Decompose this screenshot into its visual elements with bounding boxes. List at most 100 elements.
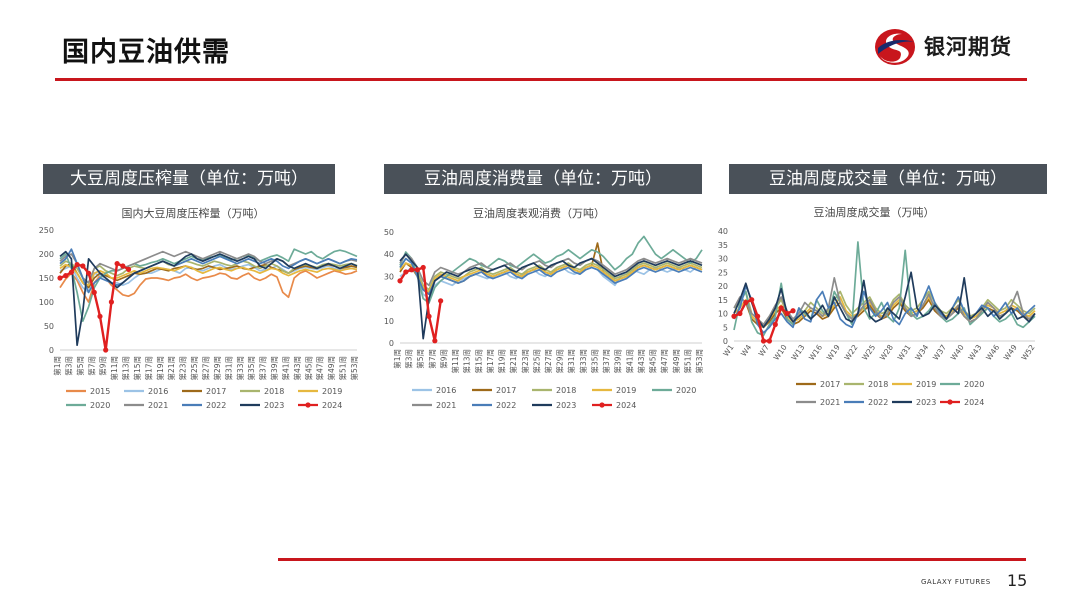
legend-label-2020: 2020 [676,386,696,395]
chart-title-consumption: 豆油周度表观消费（万吨） [473,207,605,220]
x-tick-label: W10 [772,343,789,362]
legend-label-2019: 2019 [616,386,636,395]
legend-label-2022: 2022 [496,401,516,410]
data-point-2024 [731,313,737,319]
x-tick-label: W19 [825,343,842,362]
legend-marker-2024 [947,399,953,405]
data-point-2024 [74,261,80,268]
series-line-2020 [59,248,358,323]
y-tick-label: 10 [718,310,728,319]
y-tick-label: 20 [384,295,394,304]
x-tick-label: 第31周 [566,349,576,374]
legend-label-2020: 2020 [90,401,110,410]
legend-label-2021: 2021 [436,401,456,410]
x-tick-label: 第25周 [189,356,199,381]
x-tick-label: 第11周 [450,349,460,374]
data-point-2024 [772,321,778,328]
legend-label-2023: 2023 [916,398,936,407]
y-tick-label: 50 [44,322,54,331]
x-tick-label: 第21周 [166,356,176,381]
x-tick-label: 第33周 [235,356,245,381]
x-tick-label: 第11周 [109,356,119,381]
logo-text: 银河期货 [924,35,1012,59]
data-point-2024 [432,338,438,344]
data-point-2024 [91,289,97,295]
legend-marker-2024 [305,402,311,408]
legend-label-2018: 2018 [556,386,576,395]
data-point-2024 [790,308,796,314]
x-tick-label: W28 [878,343,895,362]
data-point-2024 [57,275,63,281]
panel-header-consumption: 豆油周度消费量（单位：万吨） [384,164,702,194]
x-tick-label: 第1周 [52,356,62,376]
x-tick-label: W43 [966,343,983,362]
x-tick-label: 第51周 [338,356,348,381]
y-tick-label: 0 [389,339,394,348]
y-tick-label: 100 [39,298,54,307]
x-tick-label: 第13周 [462,349,472,374]
data-point-2024 [80,263,86,269]
x-tick-label: 第23周 [520,349,530,374]
data-point-2024 [409,267,415,273]
legend-label-2018: 2018 [868,380,888,389]
x-tick-label: 第3周 [404,349,414,369]
data-point-2024 [63,273,69,279]
series-line-2022 [733,285,1036,334]
x-tick-label: W25 [860,343,877,362]
company-logo: 银河期货 [872,26,1042,68]
title-divider [55,78,1027,81]
legend-label-2022: 2022 [868,398,888,407]
y-tick-label: 5 [723,323,728,332]
series-line-2022 [399,257,703,296]
legend-label-2017: 2017 [496,386,516,395]
x-tick-label: 第37周 [258,356,268,381]
x-tick-label: W46 [984,343,1001,362]
legend-label-2015: 2015 [90,387,110,396]
chart-title-volume: 豆油周度成交量（万吨） [813,206,935,219]
y-tick-label: 30 [384,272,394,281]
x-tick-label: W7 [757,343,771,358]
x-tick-label: 第43周 [292,356,302,381]
data-point-2024 [766,338,773,344]
data-point-2024 [737,310,743,317]
data-point-2024 [403,269,409,275]
legend-label-2024: 2024 [616,401,636,410]
data-point-2024 [103,347,109,353]
x-tick-label: W49 [1002,343,1019,362]
x-tick-label: W52 [1020,343,1037,362]
x-tick-label: 第19周 [497,349,507,374]
x-tick-label: 第9周 [438,349,448,369]
page-number: 15 [1007,571,1028,590]
legend-label-2023: 2023 [556,401,576,410]
x-tick-label: 第17周 [485,349,495,374]
x-tick-label: 第47周 [659,349,669,374]
legend-label-2019: 2019 [322,387,342,396]
y-tick-label: 15 [718,296,728,305]
x-tick-label: 第15周 [132,356,142,381]
x-tick-label: W4 [739,343,753,358]
data-point-2024 [125,266,132,272]
x-tick-label: 第27周 [201,356,211,381]
data-point-2024 [97,313,103,319]
data-point-2024 [414,267,421,273]
x-tick-label: 第25周 [531,349,541,374]
x-tick-label: 第5周 [415,349,425,369]
data-point-2024 [114,261,120,267]
legend-label-2022: 2022 [206,401,226,410]
x-tick-label: 第41周 [280,356,290,381]
series-line-2021 [399,253,703,287]
data-point-2024 [749,297,755,303]
y-tick-label: 40 [718,227,728,236]
y-tick-label: 25 [718,268,728,277]
data-point-2024 [743,299,749,306]
x-tick-label: 第53周 [694,349,704,374]
legend-label-2017: 2017 [820,380,840,389]
x-tick-label: 第7周 [86,356,96,376]
x-tick-label: 第3周 [63,356,73,376]
y-tick-label: 0 [723,337,728,346]
x-tick-label: 第37周 [601,349,611,374]
legend-label-2017: 2017 [206,387,226,396]
x-tick-label: 第43周 [636,349,646,374]
